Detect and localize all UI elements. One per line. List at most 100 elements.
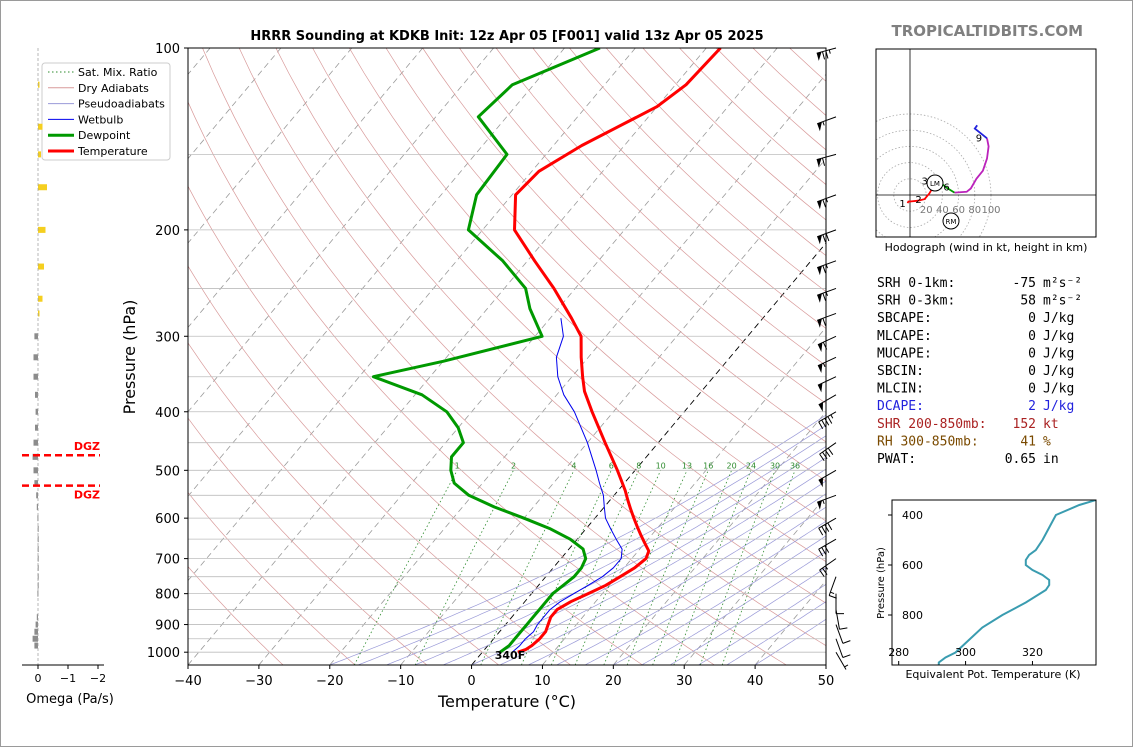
index-label: SBCIN: [877, 364, 924, 379]
omega-bar [35, 424, 38, 431]
moist-adiabat-line [499, 480, 826, 665]
moist-adiabat-line [613, 535, 826, 665]
index-label: SRH 0-3km: [877, 294, 955, 309]
barb-pennant [817, 363, 823, 373]
dgz-label: DGZ [74, 489, 100, 502]
wind-barb [818, 394, 837, 412]
hodograph-trace: 1 23 6 9 LM RM [899, 124, 990, 230]
wind-barb [818, 411, 837, 429]
omega-bar [38, 310, 40, 317]
mixing-ratio-line [699, 470, 776, 665]
omega-ticks: 0 −1 −2 [35, 665, 106, 685]
storm-motion-label: LM [930, 180, 940, 188]
omega-bar [36, 503, 38, 510]
wind-barb [817, 376, 837, 393]
y-axis-label: Pressure (hPa) [120, 300, 139, 415]
index-value: 0 [1028, 329, 1036, 344]
hodo-segment [906, 187, 934, 204]
barb-full [824, 524, 830, 532]
omega-bar [38, 226, 46, 233]
temperature-line [513, 48, 722, 654]
index-value: 58 [1020, 294, 1036, 309]
barb-full [827, 416, 833, 424]
barb-staff [835, 609, 840, 630]
isotherm-line [188, 48, 707, 665]
wind-barb [818, 538, 837, 557]
dry-adiabat-line [532, 48, 826, 329]
omega-bar [38, 123, 43, 130]
barb-full [821, 419, 827, 428]
index-label: DCAPE: [877, 399, 924, 414]
profiles [371, 48, 722, 654]
mixing-ratio-line [550, 470, 640, 665]
pressure-tick-label: 400 [155, 406, 180, 421]
moist-adiabat-line [329, 414, 826, 665]
temperature-tick-label: 40 [747, 674, 764, 689]
hodo-height-label: 1 [899, 199, 905, 210]
isotherm-line [471, 242, 826, 665]
isotherm-line [188, 48, 494, 413]
dgz-markers: DGZ DGZ [22, 440, 100, 502]
theta-x-tick-label: 300 [955, 646, 976, 659]
isotherm-line [188, 48, 282, 160]
dry-adiabat-line [752, 48, 826, 116]
wind-barb [819, 442, 837, 461]
moist-adiabat-line [641, 550, 826, 665]
mixing-ratio-line [480, 470, 575, 665]
barb-pennant [818, 402, 823, 412]
site-credit: TROPICALTIDBITS.COM [892, 22, 1084, 40]
temperature-tick-label: −10 [387, 674, 414, 689]
mixing-ratio-label: 1 [455, 461, 460, 470]
barb-full [827, 447, 834, 455]
wind-barb [818, 517, 837, 536]
isotherm-line [329, 73, 826, 665]
barb-full [821, 51, 826, 60]
legend-label: Sat. Mix. Ratio [78, 66, 158, 79]
barb-pennant [817, 122, 822, 132]
index-label: SHR 200-850mb: [877, 417, 987, 432]
dgz-label: DGZ [74, 440, 100, 453]
isotherm-line [188, 48, 565, 497]
isotherm-line [258, 48, 778, 665]
temperature-tick-label: −40 [174, 674, 201, 689]
dry-adiabat-line [188, 566, 284, 665]
hodograph-frame [875, 48, 1097, 238]
barb-full [822, 567, 828, 575]
temperature-tick-label: 0 [467, 674, 475, 689]
isotherm-line [683, 495, 826, 665]
index-value: 0 [1028, 311, 1036, 326]
wind-barb [817, 494, 837, 510]
wind-barb [817, 194, 837, 210]
hodo-segment [973, 124, 988, 140]
legend-label: Dewpoint [78, 129, 131, 142]
index-row: MLCIN: 0 J/kg [877, 382, 1074, 397]
isotherm-line [542, 326, 826, 665]
barb-full [822, 199, 827, 208]
pressure-tick-label: 200 [155, 224, 180, 239]
wind-barb [817, 287, 837, 303]
background-lines [188, 48, 826, 665]
hodo-ring-label: 100 [981, 205, 1000, 216]
hodo-height-label: 3 [921, 177, 927, 188]
wind-barb [817, 116, 837, 132]
moist-adiabat-line [726, 601, 826, 665]
pressure-tick-label: 700 [155, 553, 180, 568]
omega-bar [35, 408, 38, 415]
barb-pennant [817, 265, 822, 276]
wetbulb-line [511, 318, 623, 653]
wind-barb [818, 469, 837, 488]
dry-adiabat-line [275, 48, 826, 604]
wind-barb [835, 638, 851, 659]
dry-adiabat-line [188, 185, 643, 665]
dry-adiabat-line [202, 48, 787, 665]
index-row: SRH 0-1km: -75 m²s⁻² [877, 276, 1082, 291]
wind-barb [816, 47, 837, 61]
theta-y-tick-label: 600 [902, 559, 923, 572]
theta-e-ylabel: Pressure (hPa) [876, 547, 887, 619]
barb-full [822, 318, 827, 326]
index-label: SBCAPE: [877, 311, 932, 326]
pressure-tick-label: 600 [155, 512, 180, 527]
temperature-tick-label: −20 [316, 674, 343, 689]
index-unit: in [1043, 452, 1059, 467]
